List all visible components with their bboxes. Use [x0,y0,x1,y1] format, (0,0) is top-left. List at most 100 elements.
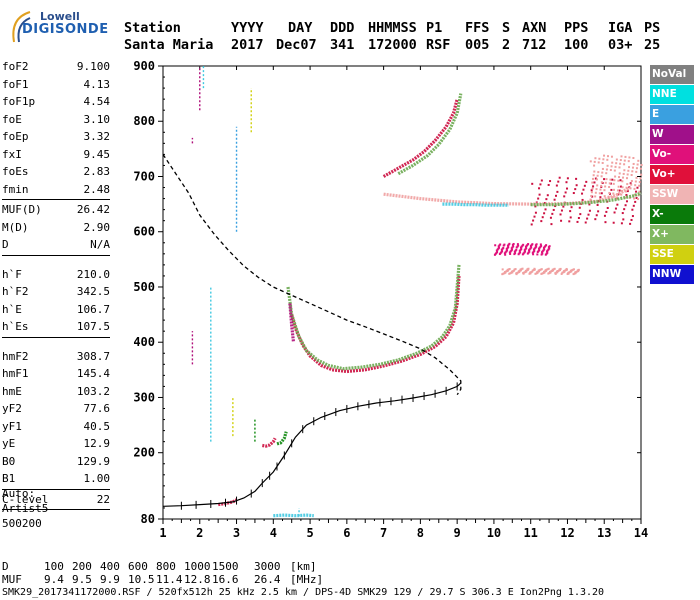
echo-point-ssw [630,183,633,186]
header-row1-4: HHMMSS [368,20,417,36]
x-tick-label: 7 [380,526,387,540]
echo-point-ssw [594,195,597,198]
echo-point-vo [539,183,542,186]
echo-point-ssw [509,272,512,275]
echo-point-ssw [562,271,565,274]
echo-point-ssw [599,188,602,191]
legend-item-w: W [650,124,694,144]
echo-point-ssw [522,272,525,275]
echo-point-ssw [567,272,570,275]
echo-point-vo [551,212,554,215]
echo-point-ssw [615,158,618,161]
echo-point-vo [533,249,536,252]
x-tick-label: 1 [159,526,166,540]
echo-point-vo [576,220,579,223]
echo-point-ssw [618,172,621,175]
echo-point-ssw [595,188,598,191]
echo-point-vo [531,243,534,246]
param-name: hmE [2,384,22,398]
param-value: 12.9 [83,437,111,451]
y-tick-label: 80 [141,512,155,526]
echo-point-ssw [604,185,607,188]
echo-point-vo [572,192,575,195]
x-tick-label: 11 [523,526,537,540]
x-tick-label: 3 [233,526,240,540]
param-name: h`Es [2,320,29,334]
echo-point-ssw [591,181,594,184]
echo-point-ssw [503,272,506,275]
echo-point-ssw [632,156,635,159]
param-value: 2.90 [83,220,111,234]
echo-point-ssw [519,269,522,272]
echo-point-vo [611,178,614,181]
echo-point-vo [541,216,544,219]
param-value: 2.48 [83,182,111,196]
echo-point-vo [531,182,534,185]
echo-point-ssw [528,272,531,275]
echo-point-vo [543,212,546,215]
echo-point-vo [564,191,567,194]
echo-point-vo [574,188,577,191]
echo-point-vo [626,190,629,193]
legend-item-x: X+ [650,224,694,244]
legend-item-nne: NNE [650,84,694,104]
echo-point-ssw [518,270,521,273]
echo-point-ssw [633,193,636,196]
echo-point-vo [586,217,589,220]
header-row2-8: 712 [522,37,547,53]
param-value: 1.00 [83,472,111,486]
echo-point-ssw [640,173,643,176]
echo-point-vo [497,246,500,249]
echo-point-ssw [629,187,632,190]
header-row2-6: 005 [465,37,490,53]
echo-point-ssw [502,272,505,275]
echo-point-ssw [634,180,637,183]
d-value: 200 [72,560,92,573]
echo-point-vo [582,188,585,191]
auto-version: 500200 [2,517,42,530]
echo-point-vo [635,190,638,193]
echo-point-vo [516,243,519,246]
echo-point-ssw [545,268,548,271]
echo-point-vo [581,198,584,201]
echo-point-vo [537,197,540,200]
param-row: foF2 9.100 [2,58,110,76]
echo-point-ssw [538,269,541,272]
echo-point-ssw [637,198,640,201]
echo-point-vo [621,212,624,215]
echo-point-vo [581,192,584,195]
echo-point-ssw [593,170,596,173]
param-row: C-level 22 [2,491,110,509]
logo-arc-icon [12,11,31,43]
echo-point-vo [614,207,617,210]
echo-point-ssw [566,273,569,276]
param-row: foF1p 4.54 [2,93,110,111]
echo-point-ssw [548,272,551,275]
muf-value: 10.5 [128,573,155,586]
echo-point-vo [553,198,556,201]
echo-point-vo [541,252,544,255]
echo-point-ssw [615,162,618,165]
echo-point-ssw [590,191,593,194]
echo-point-ssw [576,270,579,273]
y-tick-label: 600 [133,225,155,239]
echo-point-ssw [628,156,631,159]
echo-point-ssw [636,163,639,166]
echo-point-ssw [565,268,568,271]
echo-point-ssw [627,160,630,163]
echo-point-ssw [622,172,625,175]
echo-point-ssw [620,155,623,158]
param-value: 26.42 [76,203,110,217]
y-tick-label: 700 [133,169,155,183]
legend-item-nnw: NNW [650,264,694,284]
echo-point-ssw [568,271,571,274]
echo-point-ssw [563,269,566,272]
param-name: fxI [2,147,22,161]
legend-item-vo: Vo+ [650,164,694,184]
param-row: MUF(D) 26.42 [2,201,110,219]
echo-point-vo [620,222,623,225]
echo-trace-x [276,431,288,446]
echo-point-ssw [638,181,641,184]
params-group-profile: hmF2 308.7 hmF1 145.4 hmE 103.2 yF2 77.6 yF1 40.5… [2,348,110,488]
echo-point-vo [520,248,523,251]
